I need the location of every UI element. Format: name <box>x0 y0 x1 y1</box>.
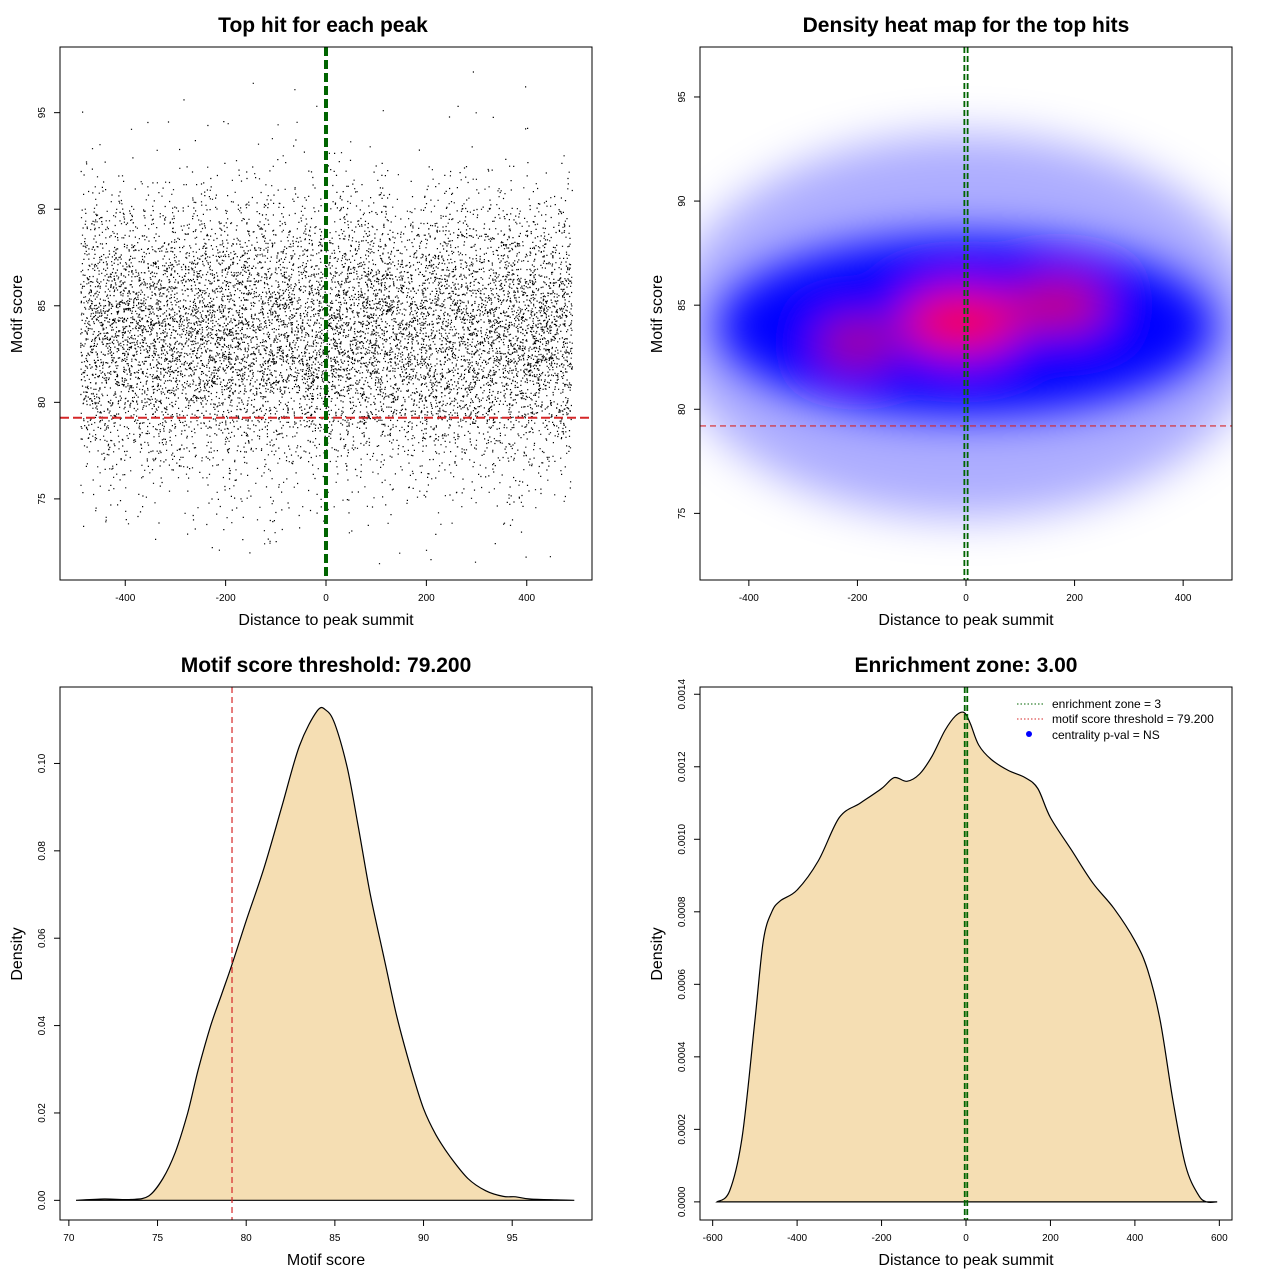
y-tick-label: 0.0014 <box>677 679 688 710</box>
heatmap-y-axis: 75 80 85 90 95 <box>677 91 701 519</box>
y-tick-label: 0.04 <box>37 1015 48 1035</box>
y-tick-label: 95 <box>677 91 688 103</box>
x-tick-label: 400 <box>518 593 535 604</box>
y-tick-label: 80 <box>37 396 48 408</box>
legend-enrichment-zone-label: enrichment zone = 3 <box>1052 697 1161 711</box>
scatter-title: Top hit for each peak <box>218 14 428 37</box>
x-tick-label: -400 <box>739 593 759 604</box>
legend-centrality-point <box>1026 731 1032 737</box>
panel-heatmap: Density heat map for the top hits -400 -2… <box>649 14 1233 629</box>
y-tick-label: 85 <box>677 299 688 311</box>
x-tick-label: -600 <box>703 1233 723 1244</box>
legend-threshold-label: motif score threshold = 79.200 <box>1052 712 1214 726</box>
position-density-x-label: Distance to peak summit <box>878 1252 1054 1269</box>
x-tick-label: -200 <box>847 593 867 604</box>
x-tick-label: 200 <box>418 593 435 604</box>
y-tick-label: 0.0010 <box>677 824 688 855</box>
x-tick-label: 70 <box>63 1233 75 1244</box>
y-tick-label: 75 <box>37 493 48 505</box>
y-tick-label: 75 <box>677 507 688 519</box>
y-tick-label: 0.00 <box>37 1190 48 1210</box>
position-density-title: Enrichment zone: 3.00 <box>855 654 1078 677</box>
y-tick-label: 90 <box>677 195 688 207</box>
y-tick-label: 95 <box>37 107 48 119</box>
x-tick-label: 200 <box>1042 1233 1059 1244</box>
x-tick-label: -200 <box>872 1233 892 1244</box>
y-tick-label: 80 <box>677 403 688 415</box>
y-tick-label: 0.06 <box>37 928 48 948</box>
x-tick-label: -200 <box>216 593 236 604</box>
x-tick-label: 0 <box>963 593 969 604</box>
position-density-y-label: Density <box>649 927 666 980</box>
heatmap-title: Density heat map for the top hits <box>803 14 1130 37</box>
y-tick-label: 0.0004 <box>677 1041 688 1072</box>
x-tick-label: 90 <box>418 1233 430 1244</box>
y-tick-label: 0.0002 <box>677 1114 688 1145</box>
panel-score-density: Motif score threshold: 79.200 70 75 80 85 90… <box>9 654 593 1269</box>
x-tick-label: 75 <box>152 1233 164 1244</box>
x-tick-label: 600 <box>1211 1233 1228 1244</box>
panel-position-density: Enrichment zone: 3.00 -600 -400 -200 0 200 40… <box>649 654 1233 1269</box>
x-tick-label: 0 <box>323 593 329 604</box>
heatmap-red-right-lobe <box>1010 283 1107 327</box>
y-tick-label: 0.0000 <box>677 1186 688 1217</box>
heatmap-red-peak <box>902 292 1020 352</box>
y-tick-label: 0.02 <box>37 1103 48 1123</box>
x-tick-label: -400 <box>115 593 135 604</box>
y-tick-label: 90 <box>37 203 48 215</box>
x-tick-label: 95 <box>507 1233 519 1244</box>
heatmap-red-left-lobe <box>820 323 895 362</box>
position-density-x-axis: -600 -400 -200 0 200 400 600 <box>703 1219 1228 1244</box>
x-tick-label: 80 <box>241 1233 253 1244</box>
heatmap-x-axis: -400 -200 0 200 400 <box>739 579 1192 604</box>
x-tick-label: 200 <box>1066 593 1083 604</box>
y-tick-label: 0.10 <box>37 753 48 773</box>
x-tick-label: 0 <box>963 1233 969 1244</box>
heatmap-y-label: Motif score <box>649 275 666 353</box>
y-tick-label: 0.0008 <box>677 896 688 927</box>
scatter-x-axis: -400 -200 0 200 400 <box>115 579 536 604</box>
y-tick-label: 0.08 <box>37 841 48 861</box>
scatter-y-axis: 75 80 85 90 95 <box>37 107 61 505</box>
y-tick-label: 85 <box>37 300 48 312</box>
x-tick-label: -400 <box>787 1233 807 1244</box>
score-density-title: Motif score threshold: 79.200 <box>181 654 472 677</box>
panel-scatter: Top hit for each peak -400 -200 0 200 400 75… <box>9 14 593 629</box>
x-tick-label: 400 <box>1175 593 1192 604</box>
heatmap-x-label: Distance to peak summit <box>878 612 1054 629</box>
score-density-x-label: Motif score <box>287 1252 365 1269</box>
score-density-x-axis: 70 75 80 85 90 95 <box>63 1219 519 1244</box>
scatter-y-label: Motif score <box>9 275 26 353</box>
heatmap-density-layer <box>700 47 1232 580</box>
score-density-curve <box>75 706 575 1201</box>
legend: enrichment zone = 3 motif score threshol… <box>1017 697 1214 742</box>
y-tick-label: 0.0006 <box>677 969 688 1000</box>
y-tick-label: 0.0012 <box>677 751 688 782</box>
position-density-y-axis: 0.0000 0.0002 0.0004 0.0006 0.0008 0.0010 0.00… <box>677 679 701 1217</box>
scatter-x-label: Distance to peak summit <box>238 612 414 629</box>
x-tick-label: 400 <box>1127 1233 1144 1244</box>
score-density-y-label: Density <box>9 927 26 980</box>
score-density-y-axis: 0.00 0.02 0.04 0.06 0.08 0.10 <box>37 753 61 1210</box>
x-tick-label: 85 <box>329 1233 341 1244</box>
legend-centrality-label: centrality p-val = NS <box>1052 728 1160 742</box>
